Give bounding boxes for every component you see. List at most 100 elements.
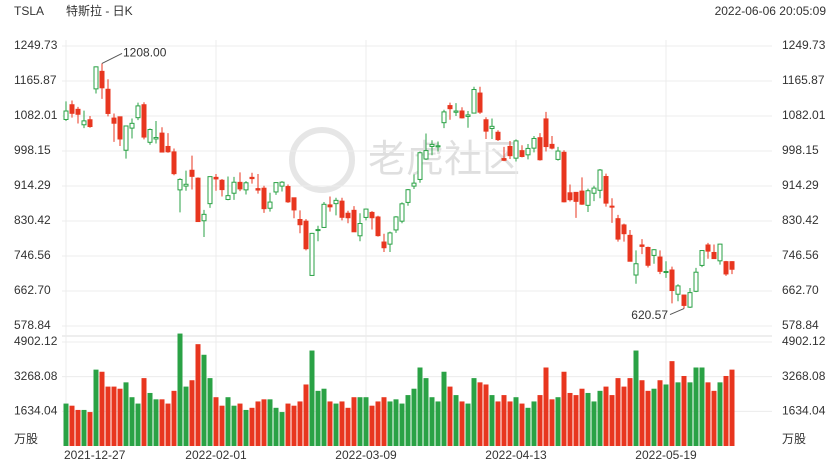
volume-bar <box>555 397 561 446</box>
x-tick-label: 2021-12-27 <box>64 448 126 462</box>
volume-bar <box>465 403 471 446</box>
volume-bar <box>273 407 279 446</box>
volume-bar <box>711 390 717 446</box>
x-tick-label: 2022-05-19 <box>635 448 697 462</box>
volume-bar <box>501 395 507 446</box>
volume-bar <box>639 380 645 446</box>
volume-bar <box>687 382 693 446</box>
candle-body <box>321 203 327 228</box>
volume-bar <box>291 405 297 446</box>
volume-bar <box>573 395 579 446</box>
timestamp: 2022-06-06 20:05:09 <box>715 4 827 18</box>
volume-bar <box>381 397 387 446</box>
volume-bar <box>471 378 477 446</box>
annotation-line <box>669 308 685 316</box>
candle-body <box>345 212 351 219</box>
candle-body <box>531 137 537 149</box>
candle-body <box>387 232 393 245</box>
candle-body <box>603 176 609 204</box>
volume-bar <box>177 333 183 446</box>
volume-bar <box>591 401 597 446</box>
volume-bar <box>279 412 285 446</box>
volume-bar <box>723 375 729 446</box>
volume-bar <box>267 399 273 446</box>
volume-tick-label: 3268.08 <box>14 369 58 383</box>
volume-bar <box>99 371 105 446</box>
volume-bar <box>429 397 435 446</box>
volume-unit: 万股 <box>782 432 806 446</box>
y-tick-label: 830.42 <box>14 213 51 227</box>
candle-body <box>711 251 717 260</box>
watermark-icon <box>289 127 355 193</box>
y-tick-label: 662.70 <box>14 283 51 297</box>
volume-bar <box>321 388 327 446</box>
y-tick-label: 662.70 <box>782 283 819 297</box>
x-tick-label: 2022-04-13 <box>485 448 547 462</box>
candle-body <box>183 183 189 187</box>
volume-bar <box>543 367 549 446</box>
y-tick-label: 1249.73 <box>14 38 58 52</box>
candle-body <box>219 179 225 191</box>
candle-body <box>255 188 261 191</box>
volume-bar <box>333 403 339 446</box>
volume-bar <box>495 401 501 446</box>
candle-body <box>705 244 711 252</box>
volume-bar <box>339 401 345 446</box>
volume-bar <box>225 397 231 446</box>
candle-body <box>441 111 447 124</box>
candle-body <box>399 203 405 222</box>
volume-tick-label: 3268.08 <box>782 369 826 383</box>
candle-body <box>669 269 675 291</box>
volume-bar <box>549 399 555 446</box>
volume-bar <box>231 405 237 446</box>
candle-body <box>285 186 291 203</box>
candle-body <box>279 181 285 187</box>
candle-body <box>243 182 249 191</box>
candle-body <box>435 145 441 148</box>
volume-bar <box>477 382 483 446</box>
volume-bar <box>693 367 699 446</box>
y-tick-label: 998.15 <box>782 143 819 157</box>
candle-body <box>189 169 195 177</box>
volume-bar <box>717 382 723 446</box>
volume-bar <box>111 386 117 446</box>
volume-bar <box>153 399 159 446</box>
candle-body <box>447 105 453 110</box>
candle-body <box>117 116 123 140</box>
candle-body <box>615 218 621 240</box>
volume-bar <box>705 382 711 446</box>
candle-body <box>699 250 705 266</box>
annotation-line <box>101 52 123 64</box>
candle-body <box>597 169 603 191</box>
volume-bar <box>483 384 489 446</box>
y-tick-label: 830.42 <box>782 213 819 227</box>
volume-bar <box>195 344 201 446</box>
volume-bar <box>357 397 363 446</box>
candle-body <box>681 294 687 306</box>
candle-body <box>495 131 501 141</box>
candle-body <box>405 189 411 203</box>
candle-body <box>297 219 303 226</box>
candle-body <box>381 241 387 249</box>
volume-bar <box>117 388 123 446</box>
candle-body <box>261 187 267 210</box>
candle-body <box>333 199 339 205</box>
y-tick-label: 1249.73 <box>782 38 826 52</box>
watermark: 老虎社区 <box>289 127 520 193</box>
volume-bar <box>165 403 171 446</box>
symbol: TSLA <box>14 4 44 18</box>
candle-body <box>99 70 105 89</box>
candle-body <box>507 145 513 157</box>
candle-body <box>621 224 627 235</box>
volume-bar <box>237 403 243 446</box>
candle-body <box>375 216 381 237</box>
candle-body <box>135 105 141 119</box>
y-tick-label: 914.29 <box>782 178 819 192</box>
volume-bar <box>81 409 87 446</box>
volume-bar <box>441 371 447 446</box>
volume-bar <box>513 397 519 446</box>
volume-bar <box>615 378 621 446</box>
y-tick-label: 998.15 <box>14 143 51 157</box>
volume-bar <box>171 390 177 446</box>
volume-bar <box>159 399 165 446</box>
